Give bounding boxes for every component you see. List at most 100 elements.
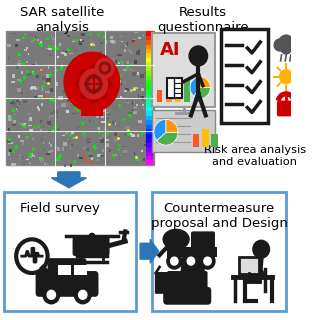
Bar — [99, 84, 100, 86]
Bar — [111, 159, 115, 160]
Bar — [90, 70, 93, 72]
Bar — [79, 41, 82, 45]
Bar — [122, 33, 126, 35]
Bar — [133, 108, 135, 112]
Bar — [46, 48, 50, 49]
FancyBboxPatch shape — [191, 231, 215, 261]
Bar — [96, 114, 99, 117]
Bar — [34, 50, 35, 54]
Bar — [71, 158, 74, 160]
Bar — [141, 150, 143, 152]
Bar — [8, 128, 10, 131]
Bar — [40, 129, 42, 131]
Bar — [28, 157, 32, 158]
Bar — [114, 132, 116, 136]
Bar — [42, 77, 46, 80]
Bar — [124, 49, 126, 52]
Bar — [49, 110, 50, 113]
Bar — [92, 75, 93, 79]
Circle shape — [253, 240, 269, 258]
Bar — [107, 87, 112, 88]
Bar — [175, 88, 181, 101]
Bar — [7, 44, 11, 47]
Bar — [100, 155, 104, 157]
Bar — [193, 134, 199, 147]
Bar — [132, 161, 133, 164]
Bar — [112, 121, 115, 124]
Bar — [11, 81, 15, 83]
Bar — [140, 74, 144, 78]
Bar — [129, 133, 131, 135]
Bar — [136, 52, 140, 55]
Bar — [49, 54, 51, 56]
Bar — [146, 31, 153, 36]
Bar — [14, 129, 18, 131]
Bar — [143, 34, 144, 37]
Bar — [167, 78, 182, 98]
Bar — [113, 36, 115, 37]
Bar — [105, 139, 109, 140]
Bar — [115, 122, 116, 125]
Wedge shape — [154, 119, 166, 140]
Bar — [86, 138, 91, 142]
Bar — [145, 140, 148, 143]
Bar — [53, 110, 58, 114]
Bar — [106, 72, 108, 74]
Bar — [54, 34, 58, 36]
Bar — [79, 60, 81, 62]
Bar — [146, 102, 153, 108]
Bar — [146, 120, 153, 125]
Bar — [24, 99, 27, 100]
Bar — [102, 133, 104, 137]
Bar — [90, 158, 94, 159]
Bar — [64, 52, 67, 56]
Bar — [26, 101, 29, 104]
Bar — [100, 137, 104, 138]
Bar — [129, 69, 133, 70]
Bar — [17, 63, 21, 66]
Bar — [37, 39, 39, 41]
Bar — [41, 149, 45, 150]
Bar — [82, 134, 86, 138]
Bar — [121, 35, 122, 38]
Bar — [100, 42, 104, 44]
Bar — [25, 34, 26, 36]
Bar — [139, 84, 142, 88]
Bar — [146, 161, 153, 165]
FancyArrow shape — [51, 172, 86, 188]
Bar — [39, 157, 43, 160]
Bar — [50, 88, 53, 92]
Bar — [66, 110, 69, 113]
Bar — [50, 144, 52, 148]
Bar — [115, 154, 117, 156]
Bar — [58, 106, 59, 108]
Circle shape — [16, 239, 48, 273]
Bar — [71, 38, 75, 41]
Bar — [8, 118, 12, 122]
Bar — [99, 137, 102, 139]
Bar — [56, 160, 59, 161]
Bar — [29, 162, 31, 164]
Bar — [53, 40, 55, 44]
Bar — [41, 121, 42, 124]
Bar — [146, 40, 153, 45]
Bar — [143, 53, 144, 54]
Bar — [74, 265, 87, 275]
Bar — [44, 82, 45, 84]
Bar — [108, 100, 112, 101]
Bar — [50, 150, 53, 152]
Bar — [118, 80, 121, 83]
Circle shape — [89, 233, 95, 239]
Bar — [8, 142, 13, 144]
Bar — [146, 71, 153, 76]
Bar — [114, 138, 118, 142]
Bar — [120, 46, 124, 48]
Bar — [26, 61, 28, 62]
Bar — [133, 111, 137, 114]
Bar — [15, 44, 18, 47]
Bar — [87, 148, 89, 151]
Bar — [100, 77, 104, 79]
Bar — [27, 74, 31, 75]
Bar — [29, 157, 31, 158]
Bar — [145, 47, 146, 51]
